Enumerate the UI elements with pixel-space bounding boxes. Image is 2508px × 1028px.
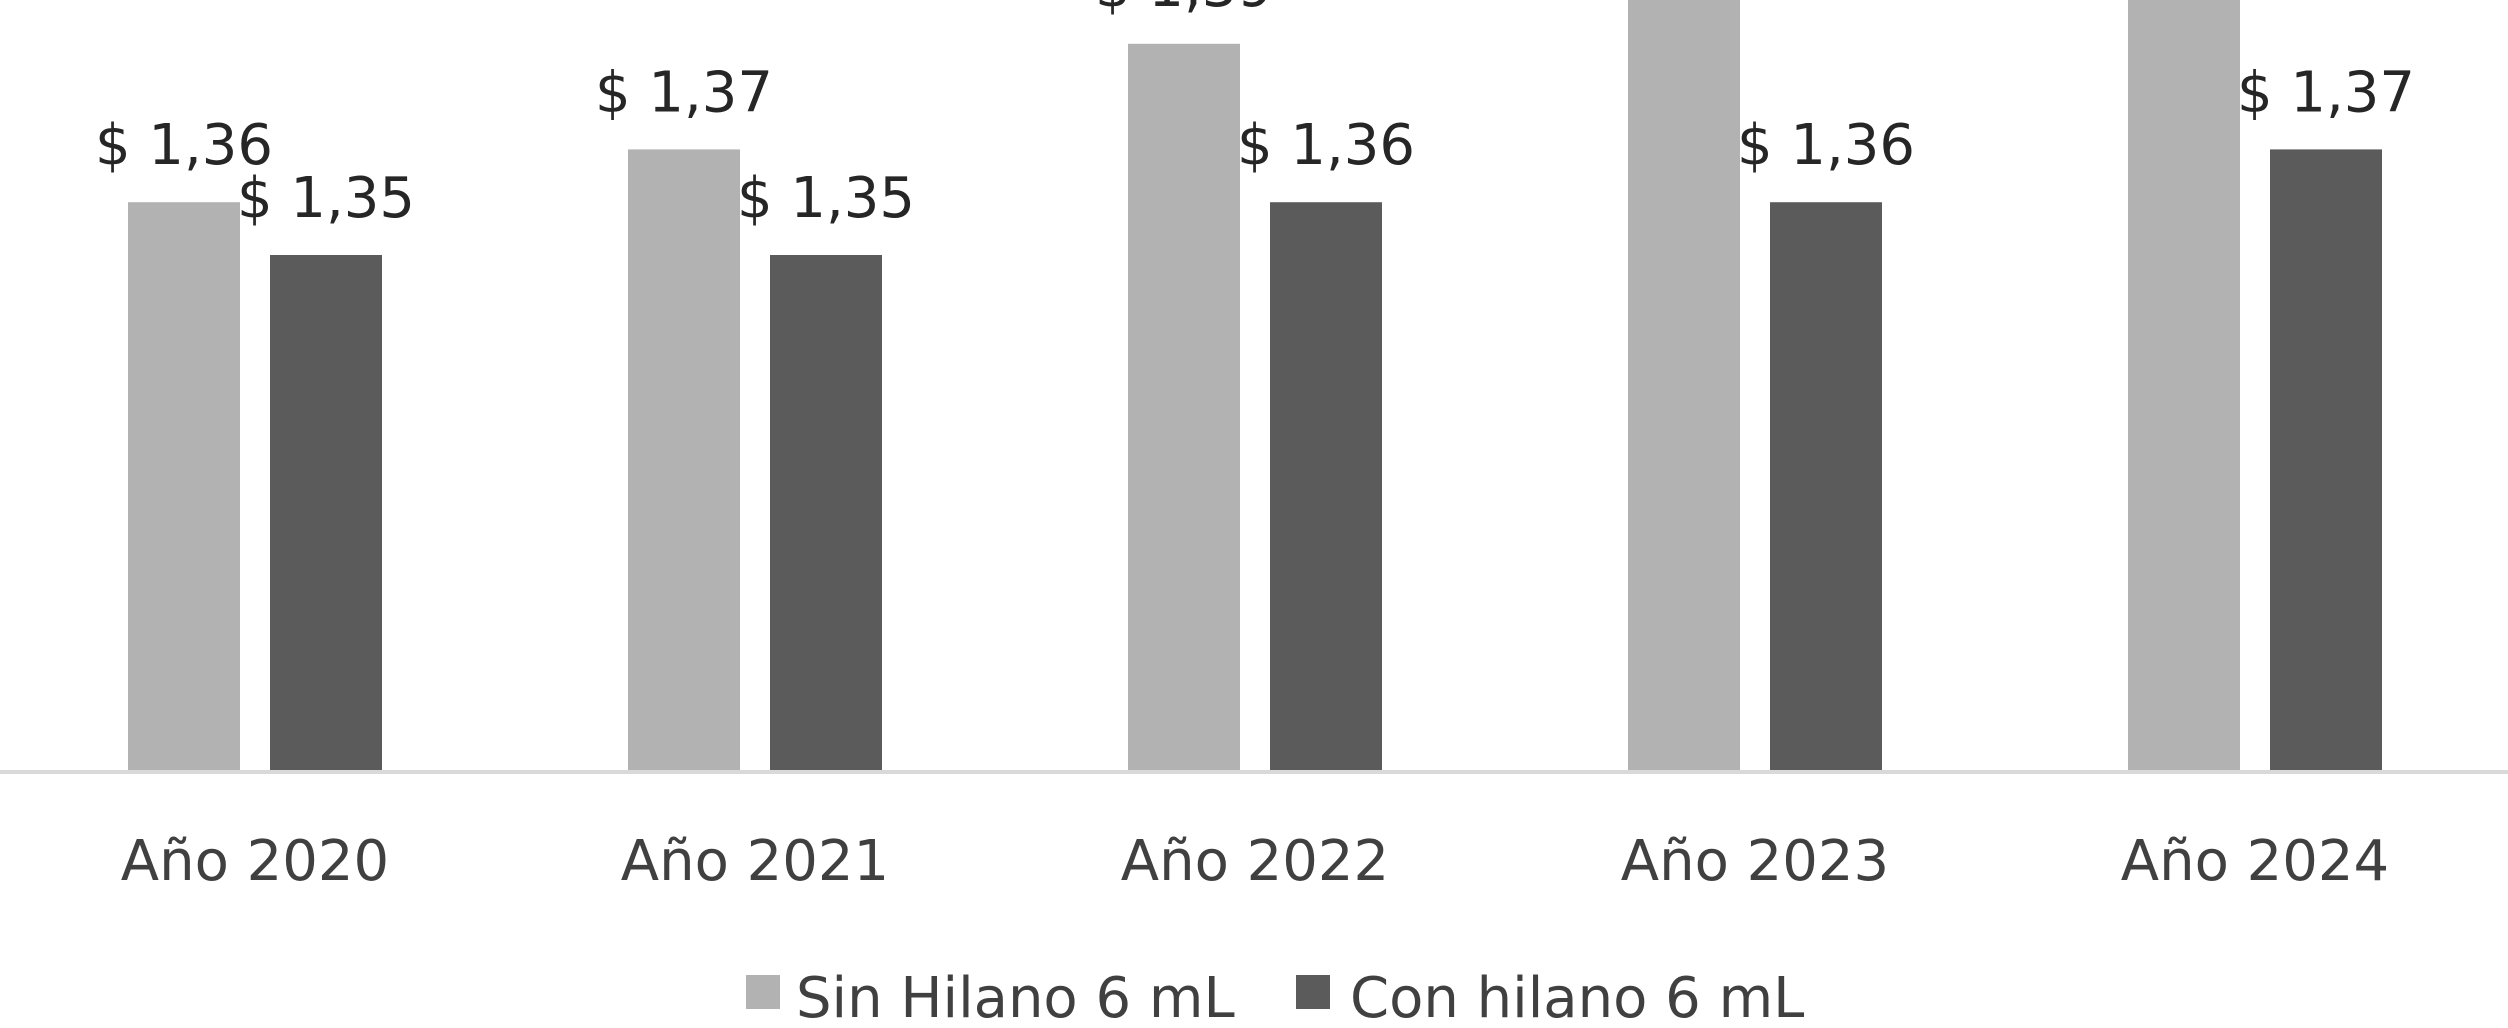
bar-con-hilano-6-ml-a-o-2020: [270, 255, 382, 770]
bar-con-hilano-6-ml-a-o-2022: [1270, 202, 1382, 770]
legend-label-sin-hilano: Sin Hilano 6 mL: [796, 966, 1235, 1028]
bar-sin-hilano-6-ml-a-o-2021: [628, 149, 740, 770]
bar-sin-hilano-6-ml-a-o-2020: [128, 202, 240, 770]
data-label-con-hilano-6-ml-a-o-2020: $ 1,35: [237, 166, 415, 231]
bars-group: [128, 0, 2382, 771]
legend: Sin Hilano 6 mL Con hilano 6 mL: [746, 966, 1804, 1028]
bar-sin-hilano-6-ml-a-o-2024: [2128, 0, 2240, 770]
bar-sin-hilano-6-ml-a-o-2022: [1128, 43, 1240, 771]
bar-con-hilano-6-ml-a-o-2024: [2270, 149, 2382, 770]
legend-swatch-con-hilano: [1296, 975, 1330, 1009]
data-label-sin-hilano-6-ml-a-o-2020: $ 1,36: [95, 113, 273, 178]
legend-label-con-hilano: Con hilano 6 mL: [1350, 966, 1804, 1028]
x-tick-label-a-o-2024: Año 2024: [2121, 829, 2389, 894]
data-label-con-hilano-6-ml-a-o-2023: $ 1,36: [1737, 113, 1915, 178]
x-tick-label-a-o-2021: Año 2021: [621, 829, 889, 894]
x-tick-label-a-o-2023: Año 2023: [1621, 829, 1889, 894]
x-tick-labels-group: Año 2020 Año 2021 Año 2022 Año 2023 Año 2024: [121, 829, 2389, 894]
x-tick-label-a-o-2022: Año 2022: [1121, 829, 1389, 894]
data-label-con-hilano-6-ml-a-o-2024: $ 1,37: [2237, 60, 2415, 125]
data-label-sin-hilano-6-ml-a-o-2021: $ 1,37: [595, 60, 773, 125]
bar-con-hilano-6-ml-a-o-2021: [770, 255, 882, 770]
legend-swatch-sin-hilano: [746, 975, 780, 1009]
x-tick-label-a-o-2020: Año 2020: [121, 829, 389, 894]
data-label-con-hilano-6-ml-a-o-2022: $ 1,36: [1237, 113, 1415, 178]
data-label-con-hilano-6-ml-a-o-2021: $ 1,35: [737, 166, 915, 231]
bar-sin-hilano-6-ml-a-o-2023: [1628, 0, 1740, 770]
data-labels-group: $ 1,36$ 1,35$ 1,37$ 1,35$ 1,39$ 1,36$ 1,…: [95, 0, 2415, 231]
data-label-sin-hilano-6-ml-a-o-2022: $ 1,39: [1095, 0, 1273, 20]
bar-con-hilano-6-ml-a-o-2023: [1770, 202, 1882, 770]
